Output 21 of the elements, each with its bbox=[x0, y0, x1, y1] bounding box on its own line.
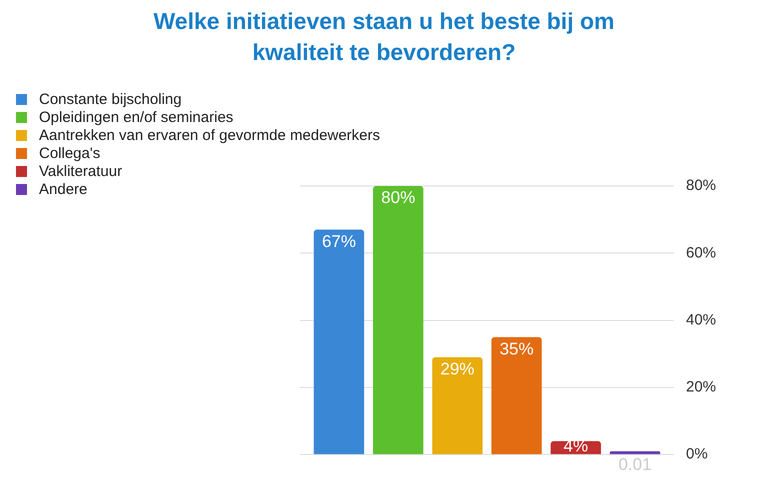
y-tick-label: 60% bbox=[686, 244, 716, 262]
bar bbox=[610, 451, 660, 454]
data-label: 67% bbox=[322, 232, 356, 251]
legend-label: Vakliteratuur bbox=[39, 163, 122, 180]
legend-label: Aantrekken van ervaren of gevormde medewerkers bbox=[39, 127, 380, 144]
chart-title: Welke initiatieven staan u het beste bij om kwaliteit te bevorderen? bbox=[152, 7, 616, 67]
y-tick-label: 20% bbox=[686, 378, 716, 396]
legend-label: Opleidingen en/of seminaries bbox=[39, 109, 234, 126]
bar bbox=[432, 357, 483, 454]
y-tick-label: 0% bbox=[686, 446, 708, 463]
data-label: 80% bbox=[381, 188, 416, 208]
y-tick-label: 40% bbox=[686, 311, 716, 328]
bar bbox=[491, 337, 542, 454]
bar bbox=[314, 230, 364, 454]
bar bbox=[373, 186, 424, 454]
y-tick-label: 80% bbox=[686, 177, 716, 194]
legend-label: Collega's bbox=[39, 145, 100, 162]
data-label: 35% bbox=[500, 339, 534, 358]
data-label: 29% bbox=[440, 359, 474, 378]
legend-label: Constante bijscholing bbox=[39, 91, 182, 108]
legend-label: Andere bbox=[39, 181, 88, 198]
